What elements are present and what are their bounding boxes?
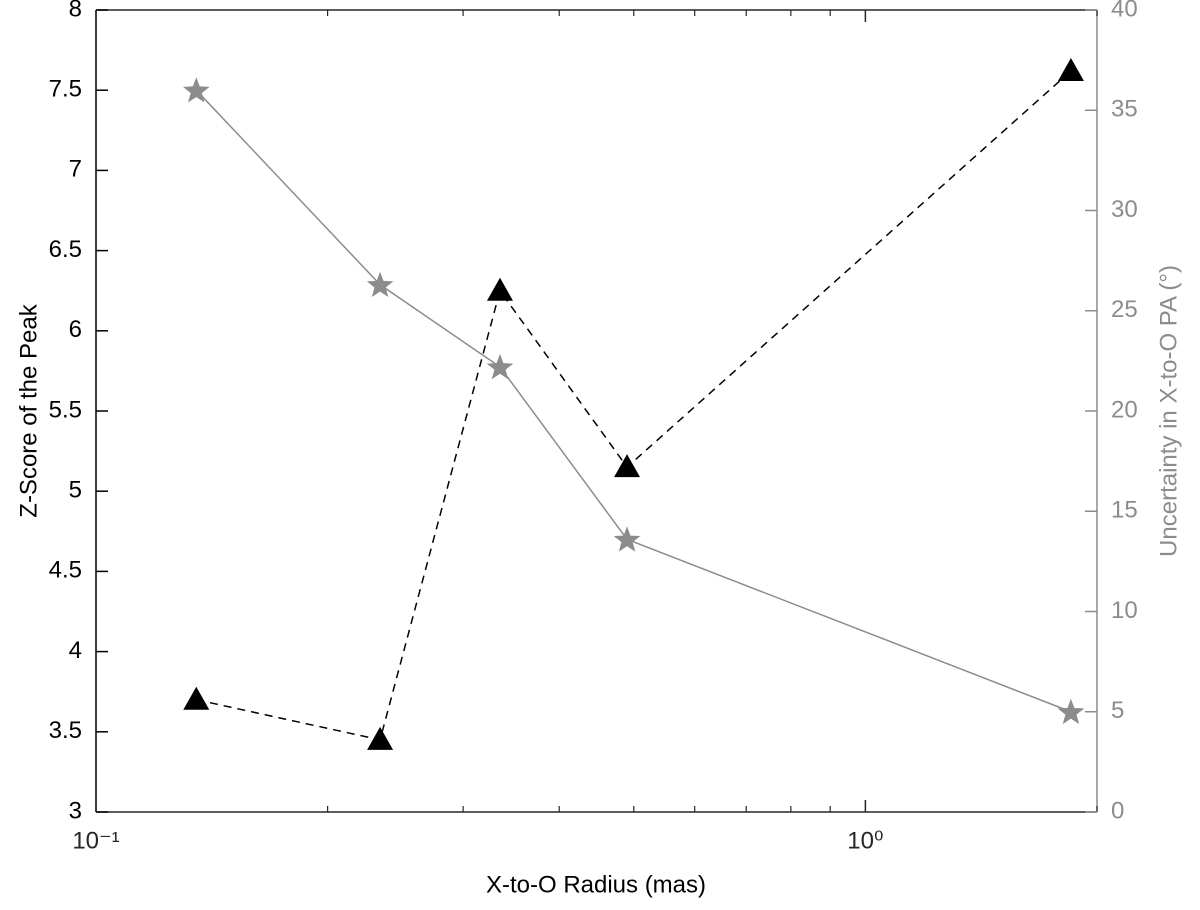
star-marker: [183, 77, 210, 103]
star-marker: [613, 526, 641, 552]
y-tick-label: 7: [69, 156, 82, 183]
y2-tick-label: 25: [1111, 296, 1138, 323]
x-tick-label: 10⁰: [847, 827, 883, 854]
y-tick-label: 6: [69, 316, 82, 343]
y2-tick-label: 30: [1111, 196, 1138, 223]
y2-tick-label: 15: [1111, 497, 1138, 524]
y-tick-label: 7.5: [49, 76, 82, 103]
y2-tick-label: 5: [1111, 697, 1124, 724]
triangle-marker: [614, 454, 641, 478]
triangle-marker: [1057, 57, 1084, 81]
y-tick-label: 3.5: [49, 717, 82, 744]
series-line: [195, 89, 1072, 713]
y-tick-label: 4: [69, 637, 82, 664]
y-axis-label: Z-Score of the Peak: [15, 303, 42, 517]
y2-tick-label: 35: [1111, 96, 1138, 123]
y-tick-label: 5: [69, 477, 82, 504]
x-axis-label: X-to-O Radius (mas): [486, 871, 706, 898]
y2-tick-label: 10: [1111, 597, 1138, 624]
y2-tick-label: 40: [1111, 0, 1138, 22]
y-tick-label: 4.5: [49, 557, 82, 584]
y2-tick-label: 20: [1111, 396, 1138, 423]
triangle-marker: [183, 686, 210, 710]
star-marker: [486, 353, 514, 380]
series-line: [196, 70, 1072, 741]
star-marker: [366, 271, 394, 297]
y-tick-label: 8: [69, 0, 82, 22]
triangle-marker: [486, 277, 513, 301]
y-tick-label: 3: [69, 797, 82, 824]
x-tick-label: 10⁻¹: [72, 827, 119, 854]
triangle-marker: [367, 726, 394, 750]
y2-axis-label: Uncertainty in X-to-O PA (°): [1155, 265, 1182, 557]
y-tick-label: 6.5: [49, 236, 82, 263]
y2-tick-label: 0: [1111, 797, 1124, 824]
y-tick-label: 5.5: [49, 396, 82, 423]
star-marker: [1057, 698, 1085, 725]
